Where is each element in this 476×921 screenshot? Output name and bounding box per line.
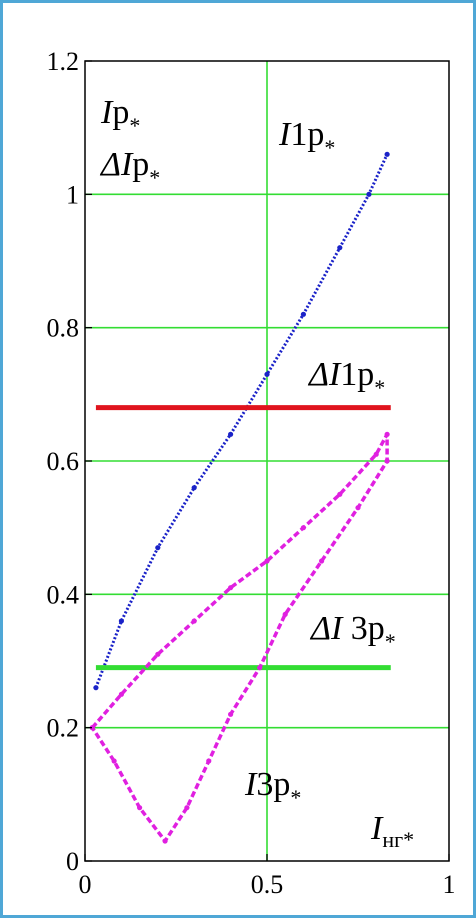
label-dI3p: ΔI 3p* [309,610,396,654]
label-I3p: I3p* [244,766,301,810]
x-tick-label: 1 [443,870,456,899]
series-4-point [228,585,234,591]
series-1-point [366,191,372,197]
chart-svg: 0 0.2 0.4 0.6 0.8 1 1.2 0 0.5 1 Ip* ΔIp* I1p* ΔI1… [47,47,456,899]
y-tick-label: 1.2 [47,47,80,76]
y-tick-label: 0.8 [47,314,80,343]
series-4-point [264,558,270,564]
series-4-point [319,558,325,564]
series-1-point [155,545,161,551]
series-4-point [384,458,390,464]
series-4-point [137,805,143,811]
series-1-point [337,245,343,251]
y-axis-label-line1: Ip* [100,94,140,138]
series-4-point [337,491,343,497]
series-4-trace [90,432,389,843]
y-tick-label: 0 [66,847,79,876]
y-axis-label-line2: ΔIp* [99,146,160,190]
series-1-point [191,485,197,491]
series-1-point [118,618,124,624]
series-4-point [257,665,263,671]
y-tick-label: 1 [66,180,79,209]
series-1-point [300,311,306,317]
label-dI1p: ΔI1p* [307,356,385,400]
series-1-trace [94,153,389,689]
x-tick-label: 0 [79,870,92,899]
series-4-point [89,725,95,731]
series-layer [89,151,391,844]
x-axis-label: Iнг* [370,810,414,852]
label-I1p: I1p* [278,116,335,160]
series-1-point [264,371,270,377]
series-4-point [184,805,190,811]
series-4-point [282,611,288,617]
series-1-point [384,151,390,157]
series-4-point [384,431,390,437]
series-1-point [228,431,234,437]
series-4-point [228,711,234,717]
series-4-point [373,451,379,457]
grid [85,61,449,861]
series-1-point [93,685,99,691]
axis-ticks: 0 0.2 0.4 0.6 0.8 1 1.2 0 0.5 1 [47,47,456,899]
series-4-point [191,618,197,624]
series-4-point [118,691,124,697]
x-tick-label: 0.5 [251,870,284,899]
series-4-point [355,505,361,511]
y-tick-label: 0.2 [47,714,80,743]
series-4-point [300,525,306,531]
series-4-point [162,838,168,844]
series-4-point [111,758,117,764]
y-tick-label: 0.6 [47,447,80,476]
series-4-point [206,758,212,764]
series-4-point [155,651,161,657]
y-tick-label: 0.4 [47,580,80,609]
